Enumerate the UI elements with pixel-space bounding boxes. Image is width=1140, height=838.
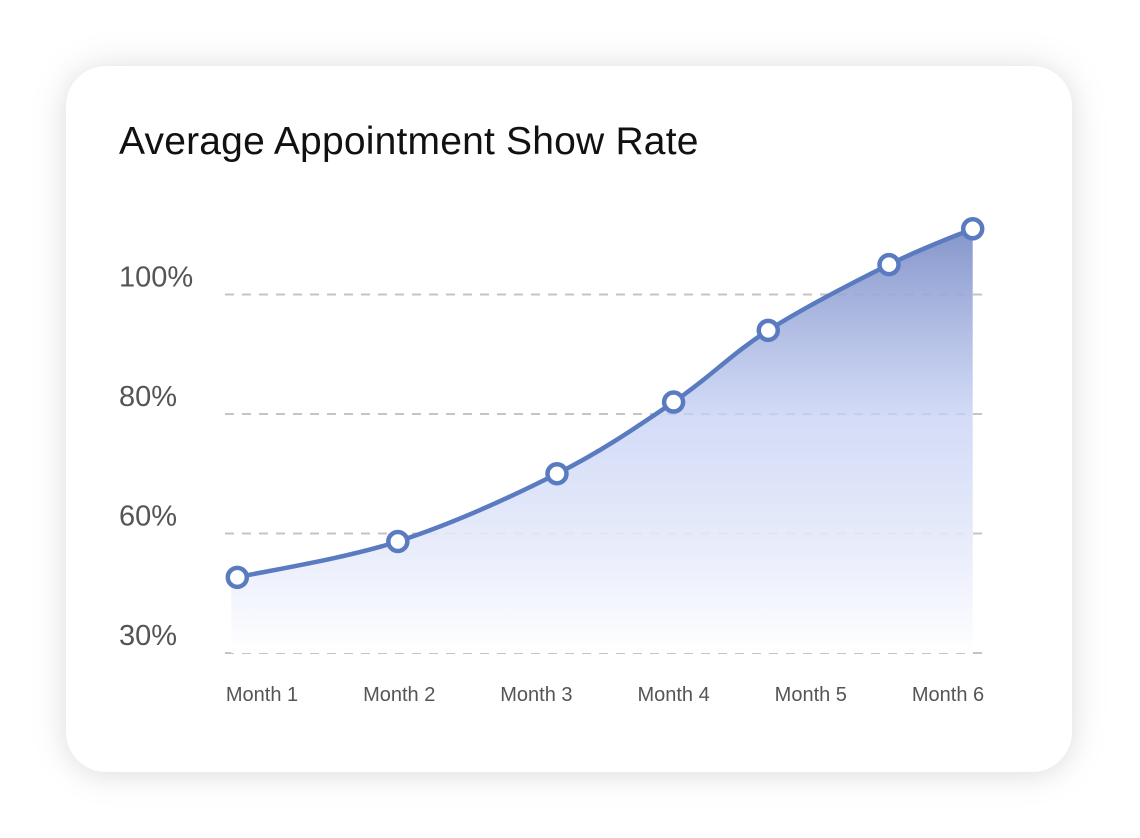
x-tick-label: Month 5 [775, 684, 847, 706]
data-point [545, 462, 569, 486]
data-point [225, 565, 250, 590]
x-tick-label: Month 6 [912, 684, 984, 706]
x-tick-label: Month 4 [637, 684, 709, 706]
data-point [756, 318, 781, 343]
x-tick-label: Month 3 [500, 684, 572, 706]
y-tick-label: 30% [119, 620, 177, 652]
y-tick-label: 60% [119, 501, 177, 533]
x-tick-label: Month 1 [226, 684, 298, 706]
x-tick-label: Month 2 [363, 684, 435, 706]
data-point [386, 529, 410, 554]
data-point [877, 252, 901, 277]
area-fill [231, 228, 973, 653]
data-point [661, 390, 686, 414]
y-tick-label: 80% [119, 381, 177, 413]
y-tick-label: 100% [119, 262, 193, 294]
data-point [960, 217, 985, 241]
chart-title: Average Appointment Show Rate [119, 120, 699, 163]
